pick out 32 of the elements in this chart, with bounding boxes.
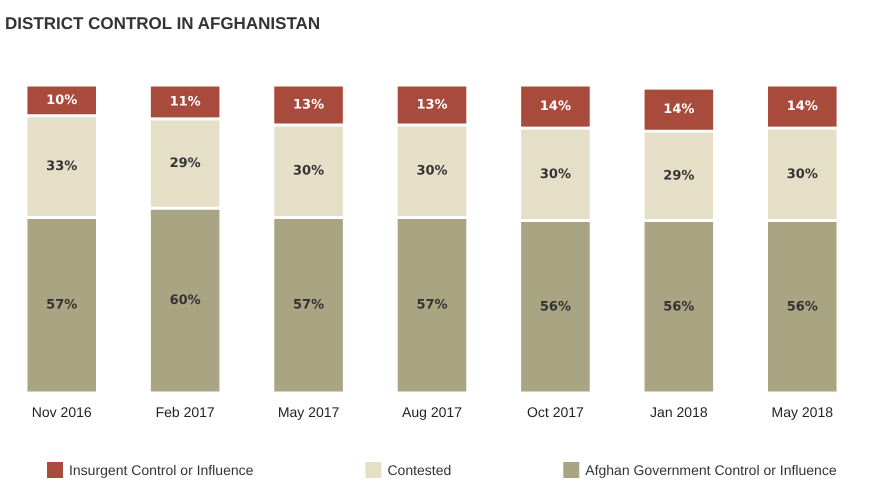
data-label: 10% (46, 92, 78, 108)
data-label: 13% (293, 98, 324, 113)
data-label: 30% (786, 166, 818, 182)
legend-label: Insurgent Control or Influence (69, 462, 254, 478)
data-label: 30% (416, 164, 448, 179)
legend-label: Afghan Government Control or Influence (585, 462, 837, 478)
data-label: 56% (663, 299, 694, 314)
data-label: 14% (786, 99, 818, 114)
x-tick-label: Jan 2018 (650, 404, 708, 420)
x-tick-label: May 2017 (278, 404, 340, 420)
data-label: 57% (46, 298, 78, 313)
data-label: 29% (663, 168, 694, 184)
data-label: 29% (170, 156, 201, 172)
data-label: 30% (293, 164, 324, 179)
x-tick-label: Aug 2017 (402, 404, 462, 420)
data-label: 56% (540, 299, 571, 314)
data-label: 60% (170, 293, 201, 308)
x-tick-label: Feb 2017 (156, 404, 215, 420)
data-label: 57% (293, 298, 324, 313)
x-tick-label: May 2018 (772, 404, 834, 420)
data-label: 11% (170, 94, 201, 110)
data-label: 56% (786, 299, 818, 314)
data-label: 14% (540, 99, 571, 114)
legend-label: Contested (387, 462, 452, 478)
data-label: 14% (663, 102, 694, 118)
x-tick-label: Oct 2017 (527, 404, 584, 420)
data-label: 33% (46, 159, 78, 174)
data-label: 30% (540, 166, 571, 182)
x-tick-label: Nov 2016 (32, 404, 92, 420)
data-label: 13% (416, 98, 448, 113)
data-label: 57% (416, 298, 448, 313)
chart-title: DISTRICT CONTROL IN AFGHANISTAN (5, 14, 320, 33)
